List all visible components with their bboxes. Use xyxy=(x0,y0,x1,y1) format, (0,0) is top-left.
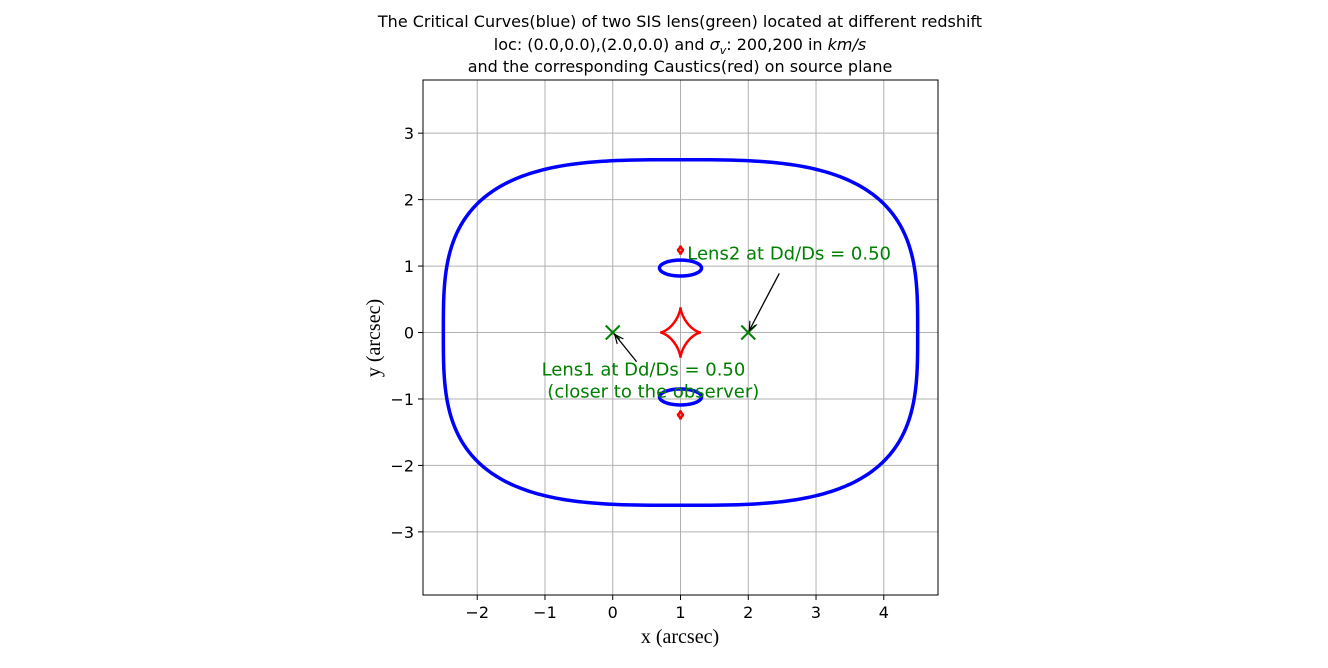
caustic-upper-cusp xyxy=(676,245,685,255)
annotations: Lens1 at Dd/Ds = 0.50 (closer to the obs… xyxy=(542,243,891,402)
x-tick-label: −1 xyxy=(533,603,557,622)
lens-1-arrow xyxy=(615,335,638,363)
title-line-2-prefix: loc: (0.0,0.0),(2.0,0.0) and xyxy=(494,35,710,54)
y-tick-label: 1 xyxy=(404,257,414,276)
y-tick-label: 2 xyxy=(404,191,414,210)
y-tick-label: −3 xyxy=(390,523,414,542)
critical-curve-upper-loop xyxy=(657,258,704,278)
title-sigma-symbol: σ xyxy=(710,35,721,54)
y-tick-label: −1 xyxy=(390,390,414,409)
grid xyxy=(423,80,938,595)
x-tick-label: 4 xyxy=(879,603,889,622)
x-axis-ticks: −2 −1 0 1 2 3 4 xyxy=(465,595,889,622)
y-axis-label: y (arcsec) xyxy=(363,299,385,377)
chart-title: The Critical Curves(blue) of two SIS len… xyxy=(377,12,982,76)
lens-2-arrow xyxy=(749,273,780,330)
critical-curve-lower-loop xyxy=(657,387,704,407)
title-sigma-subscript: v xyxy=(720,44,727,57)
lens-2-annotation: Lens2 at Dd/Ds = 0.50 xyxy=(687,243,891,264)
x-tick-label: 1 xyxy=(675,603,685,622)
y-axis-ticks: −3 −2 −1 0 1 2 3 xyxy=(390,124,423,542)
x-tick-label: 3 xyxy=(811,603,821,622)
y-tick-label: 0 xyxy=(404,324,414,343)
title-line-2-mid: : 200,200 in xyxy=(726,35,827,54)
y-tick-label: −2 xyxy=(390,456,414,475)
title-line-2: loc: (0.0,0.0),(2.0,0.0) and σv: 200,200… xyxy=(494,35,866,57)
critical-curve-outer xyxy=(441,157,920,508)
x-tick-label: 2 xyxy=(743,603,753,622)
title-line-3: and the corresponding Caustics(red) on s… xyxy=(468,57,893,76)
x-axis-label: x (arcsec) xyxy=(641,626,719,648)
title-line-1: The Critical Curves(blue) of two SIS len… xyxy=(377,12,982,31)
x-tick-label: −2 xyxy=(465,603,489,622)
plot-data xyxy=(441,157,920,508)
title-unit: km/s xyxy=(828,35,867,54)
caustic-lower-cusp xyxy=(676,410,685,420)
lens-1-annotation: Lens1 at Dd/Ds = 0.50 (closer to the obs… xyxy=(542,360,760,403)
y-tick-label: 3 xyxy=(404,124,414,143)
caustic-central xyxy=(659,307,702,358)
x-tick-label: 0 xyxy=(608,603,618,622)
